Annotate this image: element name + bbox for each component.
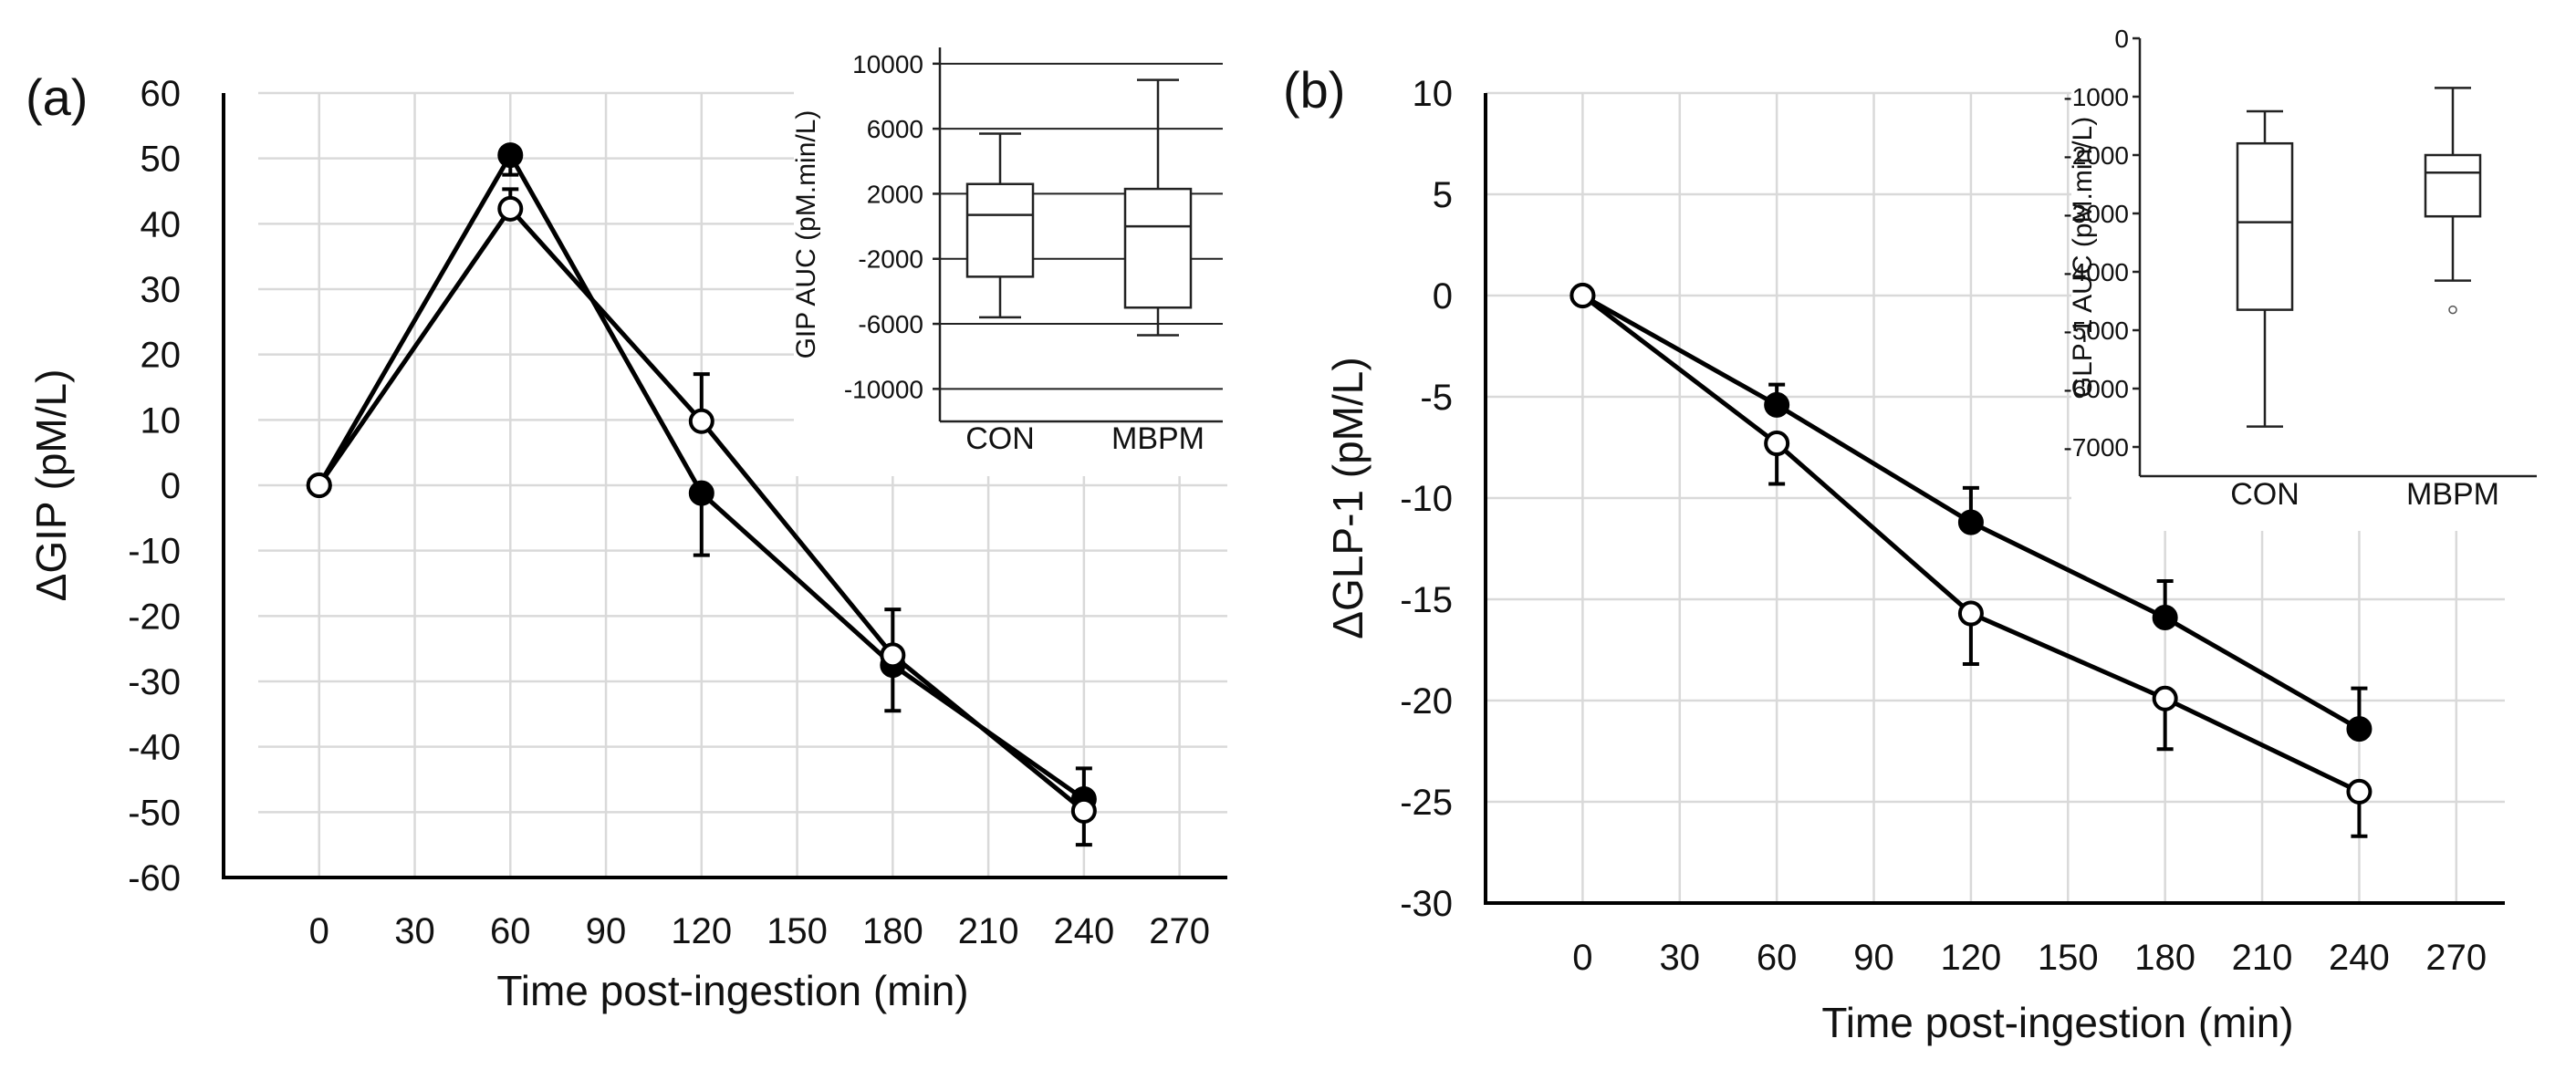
data-point-filled — [688, 480, 714, 506]
x-tick-label: 30 — [1660, 938, 1701, 978]
x-tick-label: 0 — [1572, 938, 1592, 978]
inset-y-tick-label: -10000 — [844, 375, 923, 403]
data-point-open — [2346, 778, 2373, 805]
y-axis-title: ΔGIP (pM/L) — [27, 369, 75, 602]
y-tick-label: 30 — [141, 270, 182, 310]
y-tick-label: -30 — [1400, 884, 1453, 924]
data-point-filled — [2346, 716, 2373, 742]
y-tick-label: 10 — [1413, 74, 1454, 114]
x-tick-label: 60 — [490, 911, 531, 951]
y-tick-label: 60 — [141, 74, 182, 114]
data-point-open — [2152, 685, 2178, 711]
y-tick-label: 0 — [161, 466, 181, 506]
data-point-open — [1070, 797, 1097, 824]
y-tick-label: -30 — [128, 662, 181, 702]
box-iqr — [965, 182, 1035, 278]
inset-y-tick-label: -4000 — [2063, 258, 2129, 286]
y-tick-label: -10 — [128, 532, 181, 572]
inset-y-tick-label: 0 — [2114, 25, 2129, 53]
x-tick-label: 30 — [394, 911, 435, 951]
x-tick-label: 210 — [2232, 938, 2293, 978]
x-tick-label: 180 — [2134, 938, 2195, 978]
x-tick-label: 240 — [1053, 911, 1114, 951]
data-point-open — [688, 408, 714, 434]
x-tick-label: 150 — [2038, 938, 2099, 978]
inset-y-tick-label: -7000 — [2063, 433, 2129, 462]
x-axis-title: Time post-ingestion (min) — [1821, 999, 2293, 1046]
y-tick-label: 20 — [141, 336, 182, 376]
inset-y-tick-label: 10000 — [852, 50, 923, 78]
data-point-open — [1570, 283, 1596, 308]
x-axis-title: Time post-ingestion (min) — [496, 967, 968, 1014]
y-tick-label: 5 — [1433, 175, 1453, 215]
y-tick-label: 40 — [141, 204, 182, 244]
y-axis-title: ΔGLP-1 (pM/L) — [1324, 357, 1371, 639]
data-point-filled — [2152, 604, 2178, 630]
y-tick-label: -20 — [1400, 681, 1453, 722]
y-tick-label: -10 — [1400, 479, 1453, 519]
x-tick-label: 150 — [767, 911, 828, 951]
inset-y-tick-label: 2000 — [867, 180, 923, 208]
x-tick-label: 90 — [1853, 938, 1894, 978]
data-point-filled — [1764, 391, 1790, 418]
inset-y-axis-title: GLP-1 AUC (pM.min/L) — [2068, 117, 2098, 398]
x-tick-label: 270 — [1149, 911, 1210, 951]
inset-y-tick-label: 6000 — [867, 115, 923, 143]
y-tick-label: 0 — [1433, 276, 1453, 317]
y-tick-label: -60 — [128, 858, 181, 898]
y-tick-label: -40 — [128, 728, 181, 768]
panel-label: (b) — [1283, 61, 1345, 119]
inset-category-label: MBPM — [1111, 421, 1205, 456]
box-outlier — [2448, 305, 2457, 315]
data-point-filled — [1957, 509, 1984, 535]
x-tick-label: 120 — [1941, 938, 2002, 978]
inset-y-tick-label: -5000 — [2063, 317, 2129, 345]
y-tick-label: 50 — [141, 140, 182, 180]
box-iqr — [2424, 153, 2482, 218]
y-tick-label: 10 — [141, 400, 182, 441]
inset-y-tick-label: -3000 — [2063, 200, 2129, 228]
inset-category-label: MBPM — [2406, 477, 2499, 512]
x-tick-label: 180 — [862, 911, 923, 951]
x-tick-label: 120 — [671, 911, 732, 951]
data-point-open — [880, 642, 906, 669]
inset-y-tick-label: -6000 — [858, 310, 923, 338]
inset-y-tick-label: -2000 — [2063, 141, 2129, 170]
inset-category-label: CON — [965, 421, 1035, 456]
inset-background — [2071, 38, 2555, 531]
inset-category-label: CON — [2230, 477, 2300, 512]
data-point-open — [1957, 600, 1984, 627]
inset-y-axis-title: GIP AUC (pM.min/L) — [791, 110, 821, 359]
x-tick-label: 240 — [2329, 938, 2390, 978]
data-point-filled — [497, 142, 524, 169]
data-point-open — [497, 195, 524, 222]
panel-label: (a) — [26, 68, 88, 126]
x-tick-label: 0 — [309, 911, 329, 951]
x-tick-label: 270 — [2425, 938, 2487, 978]
y-tick-label: -50 — [128, 793, 181, 833]
data-point-open — [1764, 431, 1790, 457]
y-tick-label: -5 — [1420, 378, 1453, 418]
box-iqr — [2236, 141, 2294, 311]
data-point-open — [306, 472, 332, 498]
inset-y-tick-label: -1000 — [2063, 83, 2129, 111]
x-tick-label: 60 — [1757, 938, 1798, 978]
y-tick-label: -15 — [1400, 580, 1453, 620]
x-tick-label: 90 — [586, 911, 627, 951]
box-iqr — [1123, 187, 1193, 309]
inset-y-tick-label: -2000 — [858, 245, 923, 274]
y-tick-label: -20 — [128, 597, 181, 637]
inset-y-tick-label: -6000 — [2063, 375, 2129, 403]
y-tick-label: -25 — [1400, 783, 1453, 823]
x-tick-label: 210 — [958, 911, 1019, 951]
